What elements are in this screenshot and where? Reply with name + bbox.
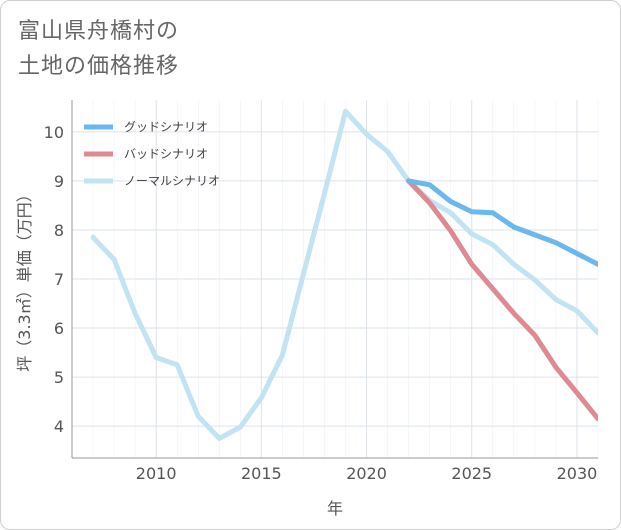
series-lines: [90, 108, 598, 441]
x-tick-label: 2025: [451, 464, 492, 483]
legend-label: グッドシナリオ: [124, 120, 208, 134]
series-line-good: [406, 178, 598, 267]
y-tick-label: 7: [54, 270, 64, 289]
x-axis-label: 年: [327, 499, 343, 518]
y-tick-label: 10: [44, 123, 64, 142]
y-tick-label: 4: [54, 417, 64, 436]
y-axis-label: 坪（3.3㎡）単価（万円）: [15, 186, 34, 371]
y-tick-label: 9: [54, 172, 64, 191]
x-tick-label: 2015: [241, 464, 282, 483]
legend-label: バッドシナリオ: [124, 147, 208, 161]
chart-title-line-2: 土地の価格推移: [18, 54, 180, 79]
axes: [71, 100, 598, 459]
x-tick-label: 2010: [136, 464, 177, 483]
y-tick-label: 8: [54, 221, 64, 240]
x-tick-label: 2030: [557, 464, 598, 483]
y-tick-label: 6: [54, 319, 64, 338]
y-tick-label: 5: [54, 368, 64, 387]
chart-title-line-1: 富山県舟橋村の: [18, 19, 180, 44]
legend-label: ノーマルシナリオ: [124, 174, 220, 188]
chart-title: 富山県舟橋村の 土地の価格推移: [18, 14, 179, 84]
x-tick-label: 2020: [346, 464, 387, 483]
y-tick-labels: 4 5 6 7 8 9 10: [44, 123, 64, 436]
series-line-normal: [90, 108, 598, 441]
x-tick-labels: 2010 2015 2020 2025 2030: [136, 464, 598, 483]
series-line-bad: [406, 178, 598, 422]
